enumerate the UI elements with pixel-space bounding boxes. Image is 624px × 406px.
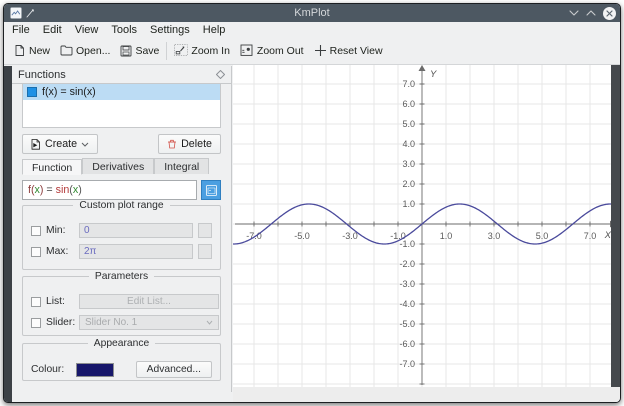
svg-text:-4.0: -4.0	[399, 299, 415, 309]
svg-text:-1.0: -1.0	[399, 239, 415, 249]
svg-text:5.0: 5.0	[536, 231, 549, 241]
svg-text:2.0: 2.0	[402, 179, 415, 189]
svg-text:4.0: 4.0	[402, 139, 415, 149]
svg-text:3.0: 3.0	[402, 159, 415, 169]
svg-text:3.0: 3.0	[488, 231, 501, 241]
svg-text:-7.0: -7.0	[399, 359, 415, 369]
svg-text:7.0: 7.0	[402, 79, 415, 89]
svg-text:6.0: 6.0	[402, 99, 415, 109]
svg-text:1.0: 1.0	[440, 231, 453, 241]
svg-text:-3.0: -3.0	[399, 279, 415, 289]
svg-text:-6.0: -6.0	[399, 339, 415, 349]
svg-text:-3.0: -3.0	[342, 231, 358, 241]
svg-text:7.0: 7.0	[584, 231, 597, 241]
svg-text:-5.0: -5.0	[294, 231, 310, 241]
svg-text:Y: Y	[430, 69, 437, 80]
svg-text:5.0: 5.0	[402, 119, 415, 129]
svg-text:1.0: 1.0	[402, 199, 415, 209]
svg-text:-5.0: -5.0	[399, 319, 415, 329]
svg-text:-2.0: -2.0	[399, 259, 415, 269]
